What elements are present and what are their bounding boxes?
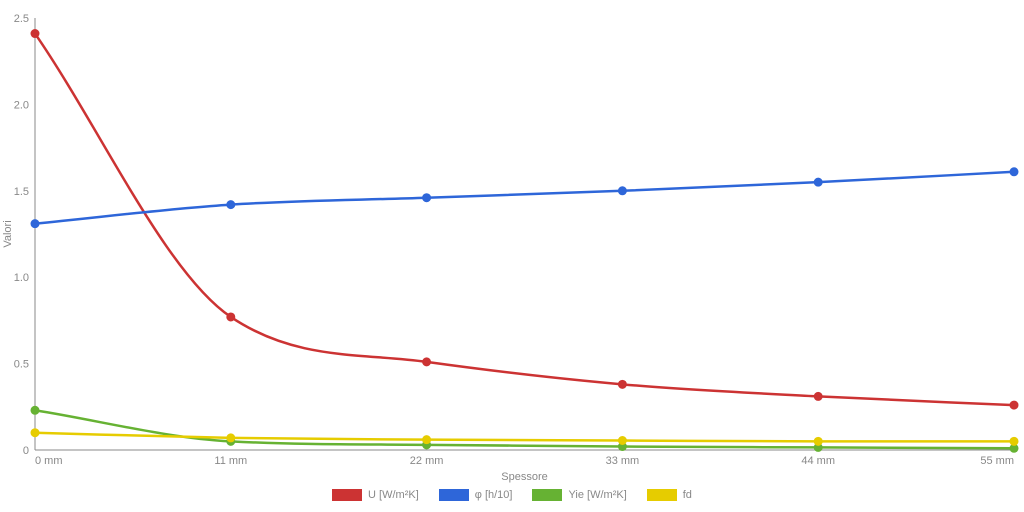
series-marker <box>618 380 626 388</box>
y-tick-label: 1.5 <box>14 186 29 198</box>
series-marker <box>1010 437 1018 445</box>
legend-item: Yie [W/m²K] <box>532 489 626 501</box>
legend-label: Yie [W/m²K] <box>568 489 626 501</box>
y-tick-label: 0.5 <box>14 359 29 371</box>
series-marker <box>618 187 626 195</box>
chart-container: 0 0.5 1.0 1.5 2.0 2.5 0 mm 11 mm 22 mm 33 mm 44 mm… <box>0 0 1024 512</box>
legend-swatch <box>332 489 362 501</box>
legend-swatch <box>439 489 469 501</box>
chart-legend: U [W/m²K] φ [h/10] Yie [W/m²K] fd <box>0 488 1024 506</box>
series-marker <box>423 436 431 444</box>
legend-label: U [W/m²K] <box>368 489 419 501</box>
y-tick-label: 1.0 <box>14 272 29 284</box>
x-tick-label: 44 mm <box>801 455 835 467</box>
series-marker <box>227 434 235 442</box>
series-marker <box>423 358 431 366</box>
y-tick-label: 2.5 <box>14 13 29 25</box>
x-tick-label: 11 mm <box>214 455 247 467</box>
legend-item: φ [h/10] <box>439 489 513 501</box>
legend-item: U [W/m²K] <box>332 489 419 501</box>
legend-swatch <box>647 489 677 501</box>
series-marker <box>814 437 822 445</box>
series-marker <box>618 436 626 444</box>
series-marker <box>1010 401 1018 409</box>
x-tick-label: 33 mm <box>606 455 640 467</box>
series-marker <box>227 201 235 209</box>
x-tick-label: 0 mm <box>35 455 63 467</box>
y-tick-label: 2.0 <box>14 99 29 111</box>
legend-item: fd <box>647 489 692 501</box>
series-marker <box>31 220 39 228</box>
x-tick-label: 55 mm <box>980 455 1014 467</box>
y-tick-label: 0 <box>23 445 29 457</box>
series-marker <box>31 429 39 437</box>
series-marker <box>814 392 822 400</box>
series-marker <box>423 194 431 202</box>
series-marker <box>31 30 39 38</box>
x-tick-label: 22 mm <box>410 455 444 467</box>
x-axis-label: Spessore <box>501 471 547 483</box>
legend-label: φ [h/10] <box>475 489 513 501</box>
legend-label: fd <box>683 489 692 501</box>
legend-swatch <box>532 489 562 501</box>
series-marker <box>1010 168 1018 176</box>
line-chart: 0 0.5 1.0 1.5 2.0 2.5 0 mm 11 mm 22 mm 33 mm 44 mm… <box>0 0 1024 512</box>
y-axis-label: Valori <box>2 220 14 247</box>
series-marker <box>31 406 39 414</box>
series-marker <box>814 178 822 186</box>
series-marker <box>227 313 235 321</box>
